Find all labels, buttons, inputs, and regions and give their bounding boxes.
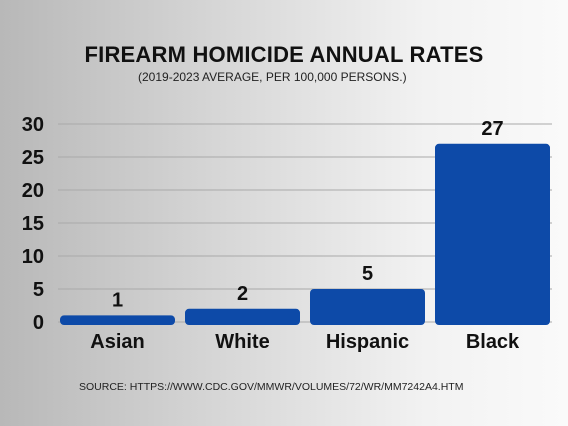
y-axis-ticks: 0 5 10 15 20 25 30 <box>22 114 44 334</box>
y-tick-label: 25 <box>22 147 44 169</box>
data-labels: 1 2 5 27 <box>112 118 504 312</box>
y-tick-label: 5 <box>33 279 44 301</box>
x-axis-ticks: Asian White Hispanic Black <box>90 331 520 353</box>
bar-black <box>435 143 550 325</box>
bar-asian <box>60 315 175 325</box>
data-label: 27 <box>481 118 503 140</box>
bar-white <box>185 308 300 325</box>
y-tick-label: 15 <box>22 213 44 235</box>
source-note: SOURCE: HTTPS://WWW.CDC.GOV/MMWR/VOLUMES… <box>79 381 464 393</box>
x-tick-label: Hispanic <box>326 331 409 353</box>
chart-title: FIREARM HOMICIDE ANNUAL RATES <box>84 42 484 67</box>
chart-subtitle: (2019-2023 AVERAGE, PER 100,000 PERSONS.… <box>138 70 407 84</box>
y-tick-label: 10 <box>22 246 44 268</box>
y-tick-label: 30 <box>22 114 44 136</box>
y-tick-label: 0 <box>33 312 44 334</box>
x-tick-label: Black <box>466 331 520 353</box>
bar-hispanic <box>310 289 425 325</box>
x-tick-label: Asian <box>90 331 144 353</box>
data-label: 5 <box>362 263 373 285</box>
bars <box>60 143 550 325</box>
data-label: 1 <box>112 289 123 311</box>
data-label: 2 <box>237 283 248 305</box>
y-tick-label: 20 <box>22 180 44 202</box>
x-tick-label: White <box>215 331 269 353</box>
